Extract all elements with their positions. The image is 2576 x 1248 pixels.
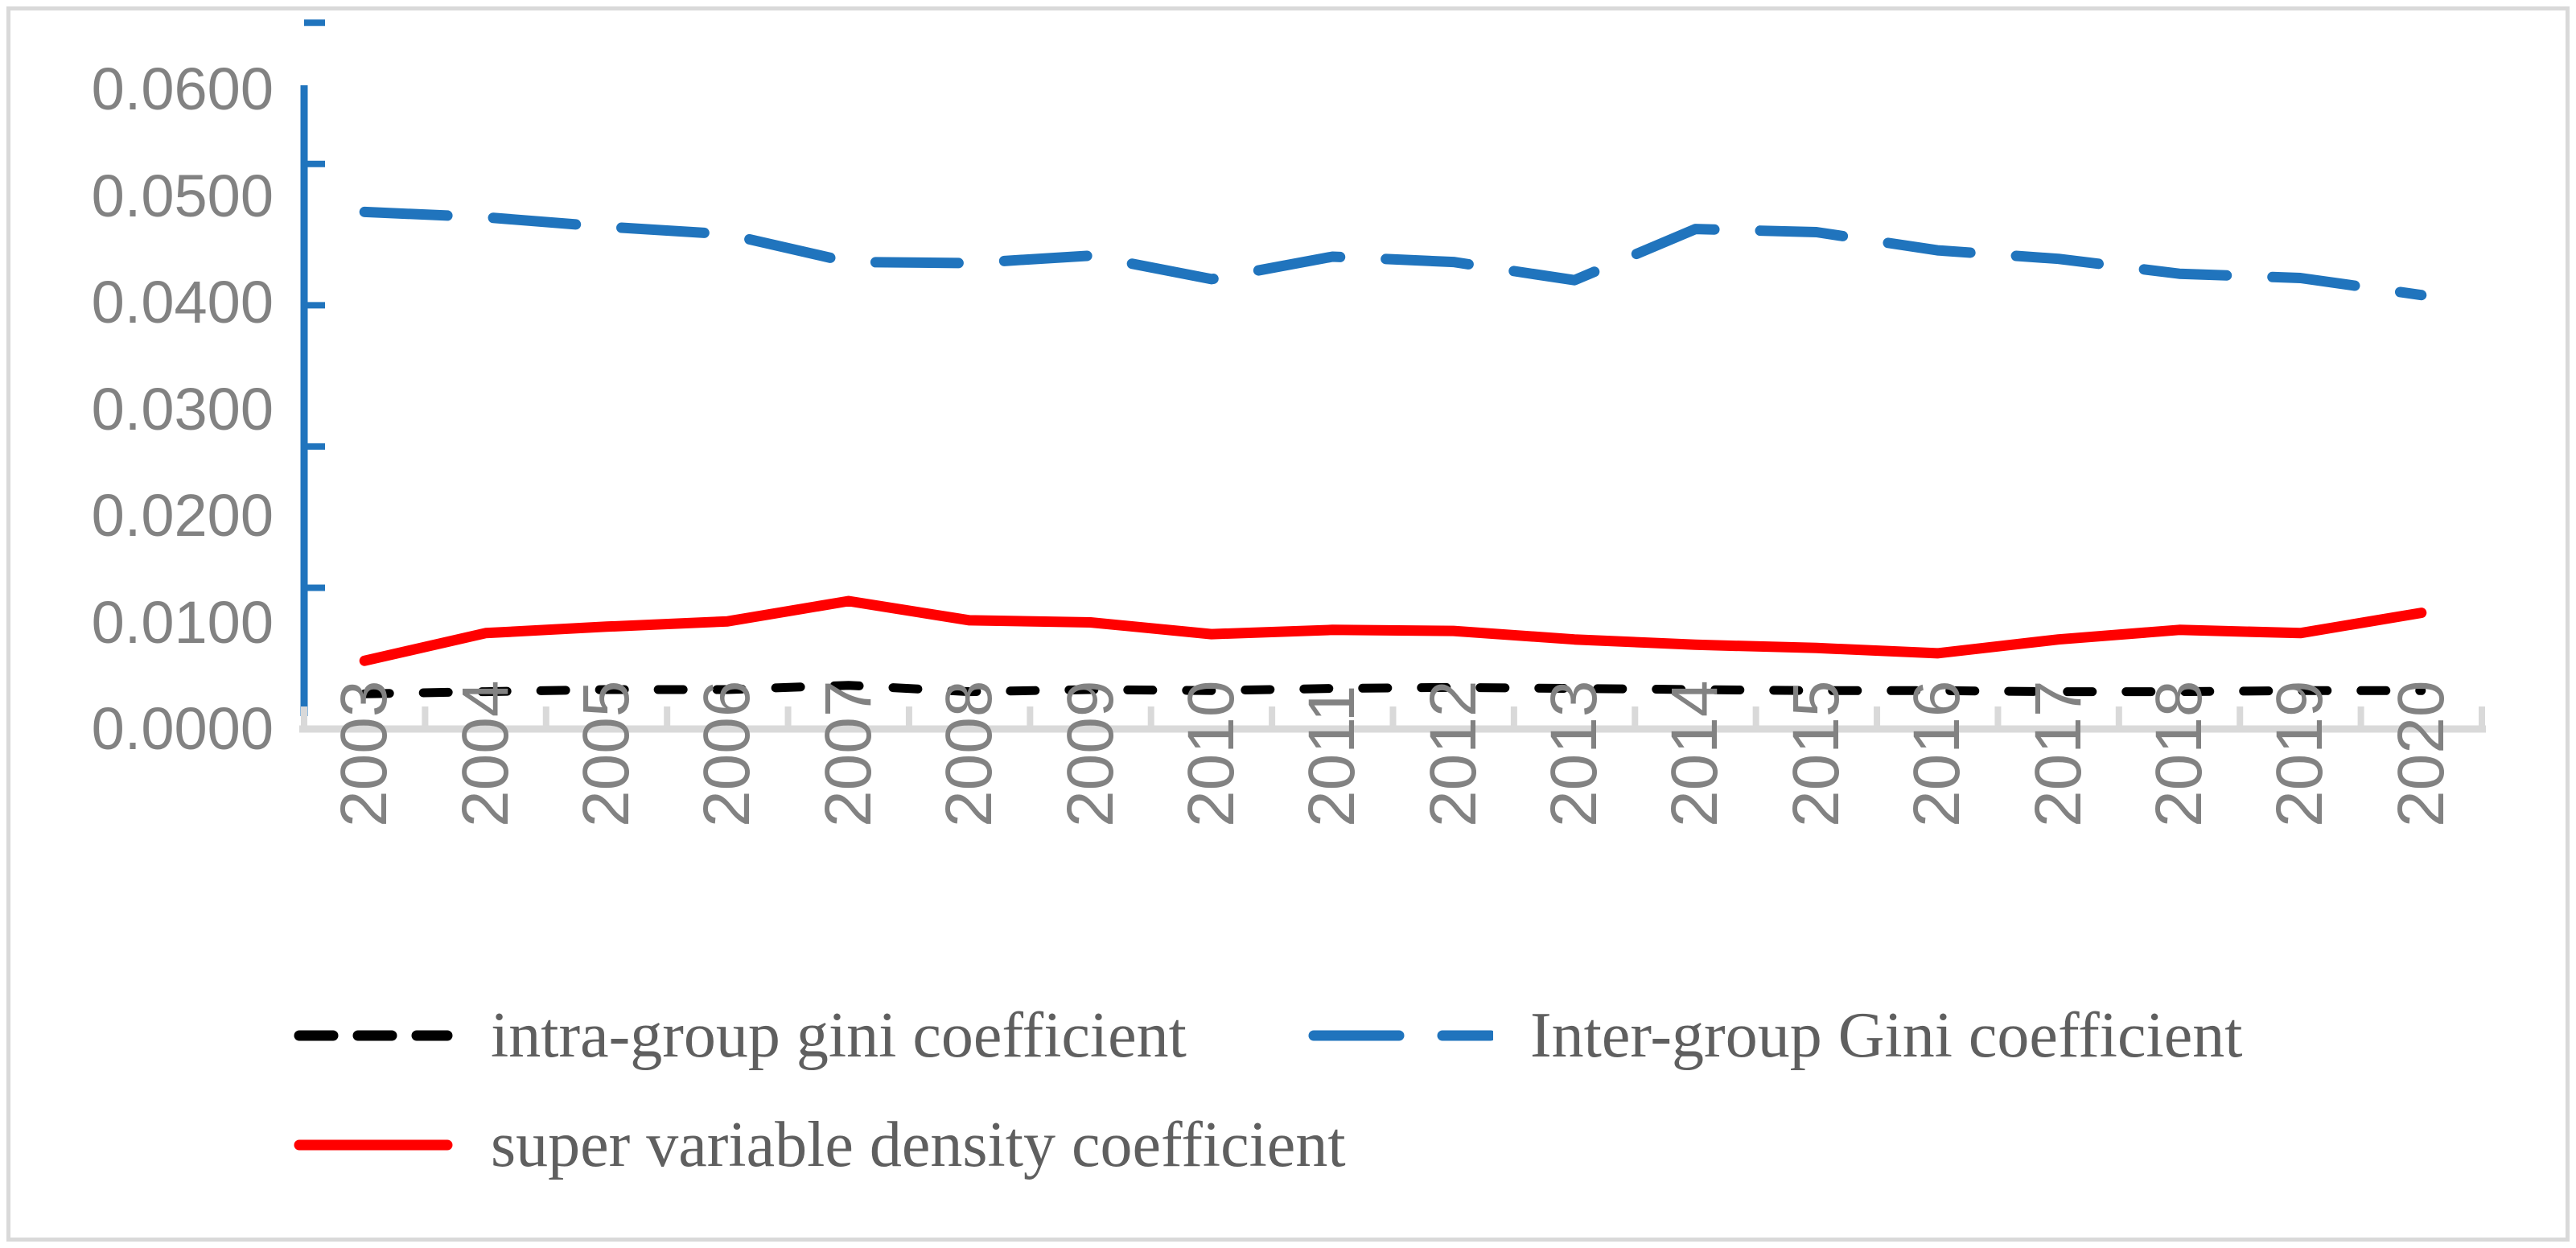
x-axis-label: 2006 (690, 680, 764, 827)
x-axis-label: 2011 (1295, 685, 1369, 827)
x-axis-label: 2019 (2263, 680, 2337, 827)
series-line-inter-group-gini-coefficient (359, 206, 2427, 301)
legend-label-super-variable-density: super variable density coefficient (491, 1109, 1346, 1180)
series-line-super-variable-density-coefficient (359, 595, 2427, 666)
x-axis-label: 2004 (448, 680, 522, 827)
legend-swatch-intra-group-dashed-line (294, 1030, 453, 1041)
x-axis-label: 2016 (1900, 680, 1974, 827)
y-axis-label: 0.0400 (91, 269, 274, 336)
legend-item-super-variable-density: super variable density coefficient (293, 1101, 1346, 1189)
y-axis-label: 0.0600 (91, 56, 274, 122)
y-axis-label: 0.0300 (91, 375, 274, 443)
x-axis-label: 2018 (2142, 680, 2216, 827)
series-line-intra-group-gini-coefficient (360, 681, 2426, 698)
legend-item-intra-group: intra-group gini coefficient (293, 991, 1187, 1080)
y-axis-label: 0.0100 (91, 588, 274, 656)
x-axis-label: 2012 (1416, 680, 1490, 827)
legend-swatch-inter-group-dashed-line (1308, 1030, 1493, 1041)
x-axis-label: 2008 (932, 680, 1006, 827)
x-axis-label: 2020 (2384, 680, 2458, 827)
x-axis-label: 2007 (811, 680, 885, 827)
x-axis-label: 2013 (1537, 680, 1611, 827)
x-axis-label: 2003 (327, 680, 401, 827)
y-axis-label: 0.0200 (91, 482, 274, 549)
y-axis-label: 0.0000 (91, 695, 274, 762)
legend-label-inter-group: Inter-group Gini coefficient (1530, 999, 2243, 1071)
legend-label-intra-group: intra-group gini coefficient (491, 999, 1187, 1071)
x-axis-label: 2015 (1779, 680, 1853, 827)
x-axis-label: 2005 (569, 680, 643, 827)
x-axis-label: 2009 (1053, 680, 1127, 827)
legend-item-inter-group: Inter-group Gini coefficient (1308, 991, 2242, 1080)
x-axis-label: 2017 (2021, 680, 2095, 827)
y-axis-label: 0.0500 (91, 162, 274, 229)
x-axis-label: 2010 (1174, 680, 1248, 827)
x-axis-label: 2014 (1658, 680, 1732, 827)
legend-swatch-super-variable-solid-line (294, 1139, 453, 1151)
